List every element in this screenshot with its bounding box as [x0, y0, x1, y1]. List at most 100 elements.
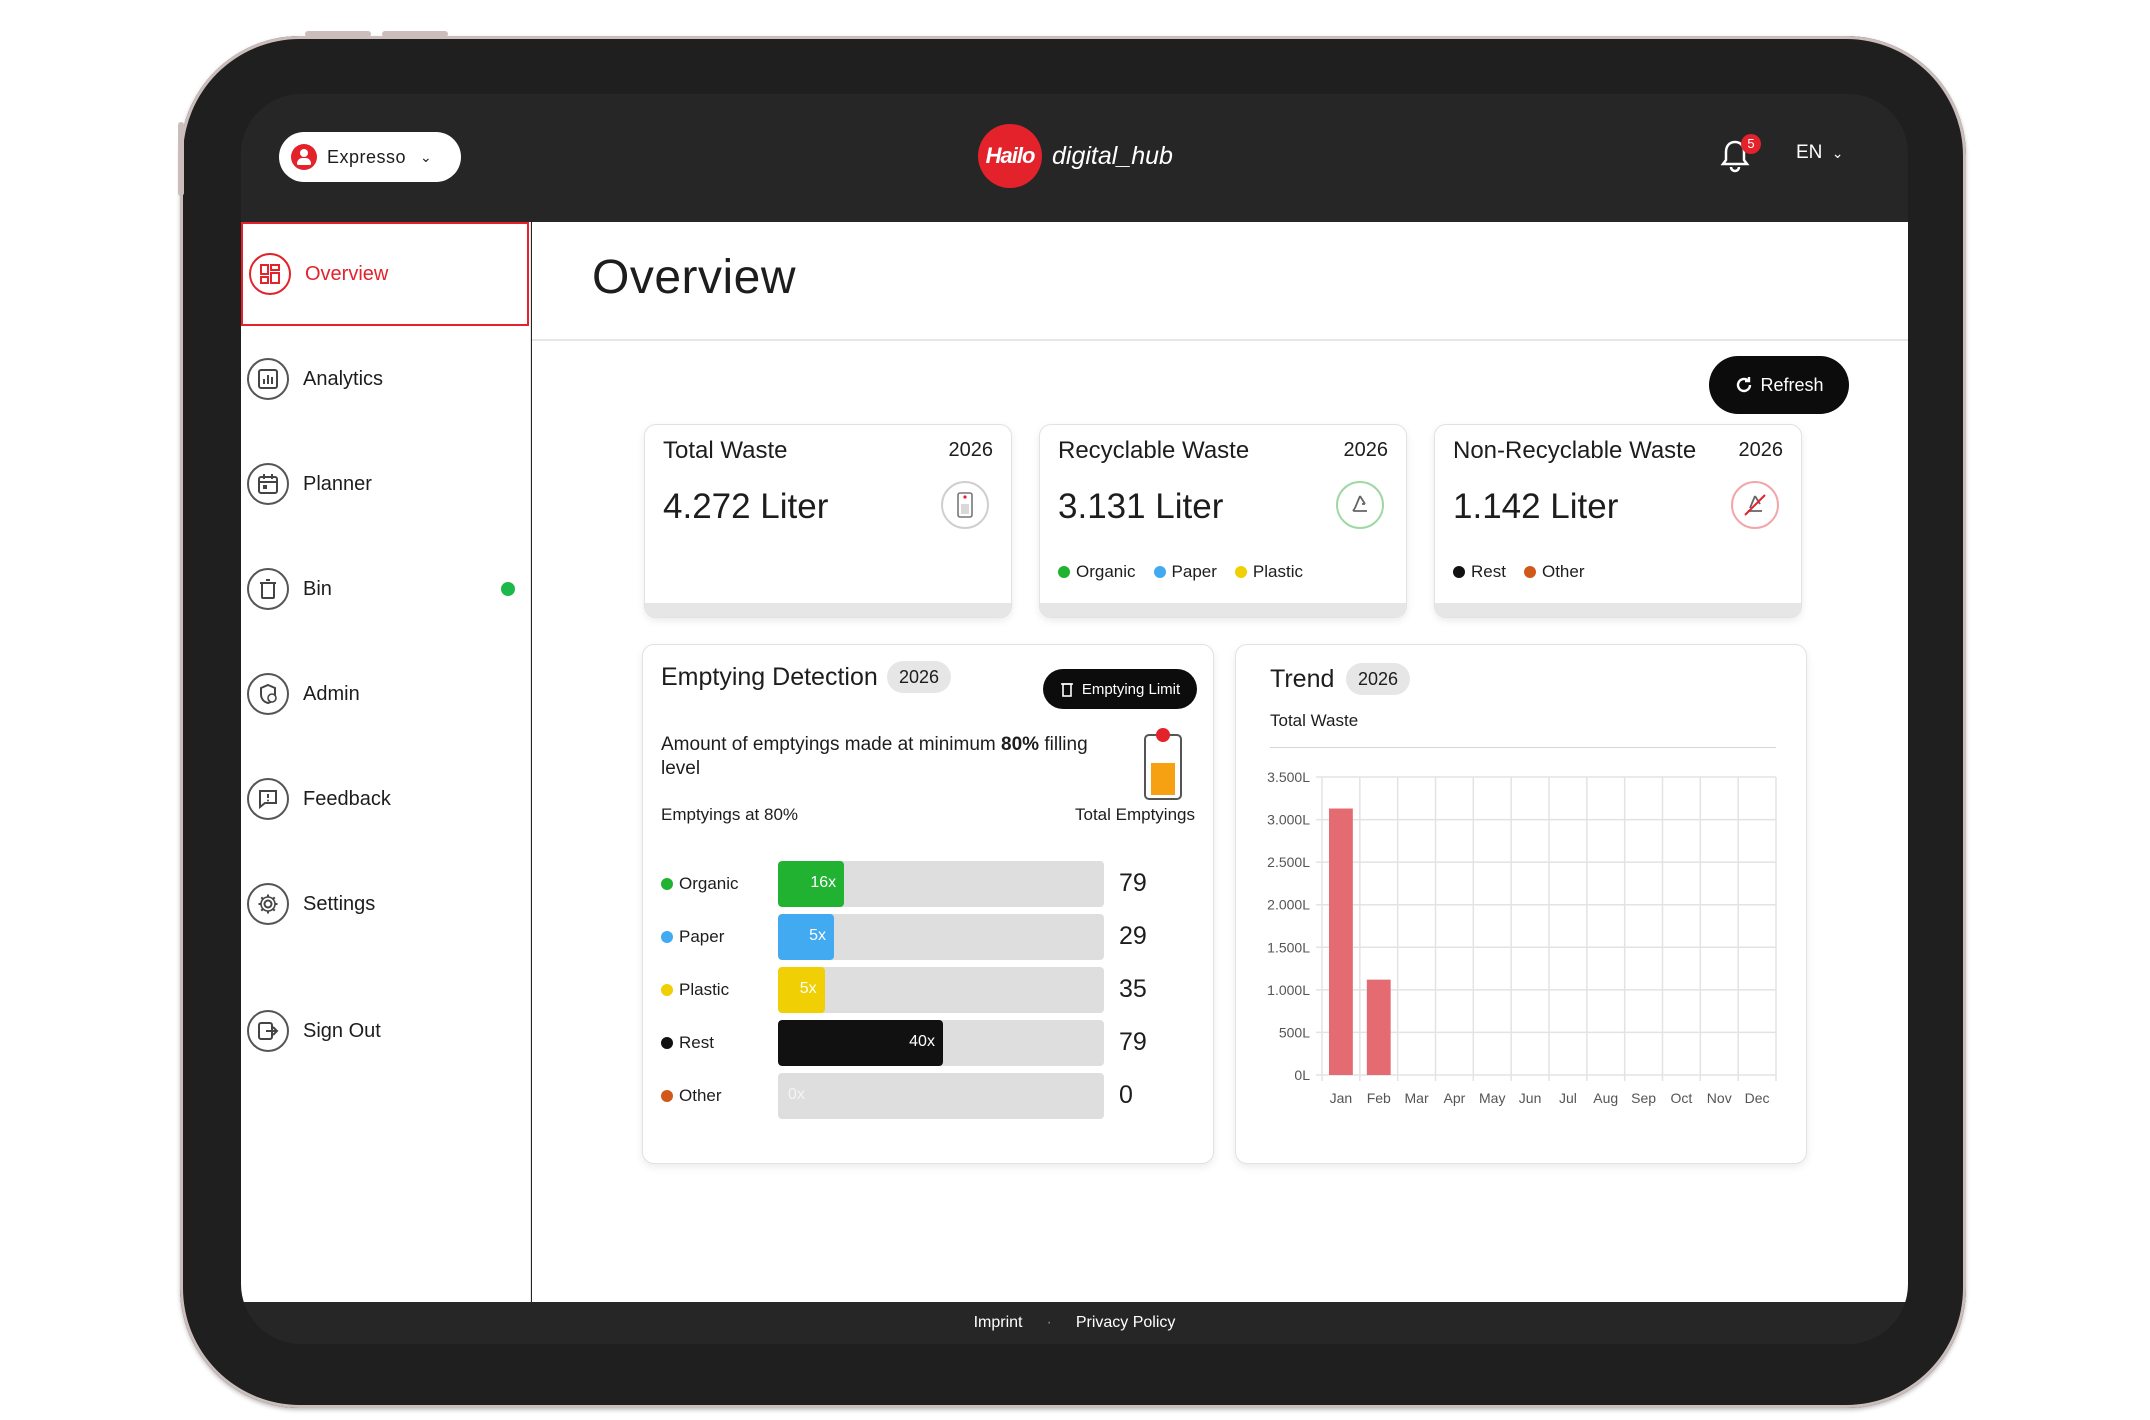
legend-dot — [661, 1037, 673, 1049]
legend-item: Paper — [1153, 562, 1217, 582]
row-label: Rest — [661, 1033, 714, 1053]
year-chip: 2026 — [1346, 663, 1411, 695]
x-tick-label: Oct — [1671, 1090, 1693, 1106]
device-button — [382, 31, 448, 37]
sidebar-item-label: Feedback — [303, 787, 391, 810]
emptying-row: Paper 5x 29 — [661, 914, 1181, 960]
sidebar-item-analytics[interactable]: Analytics — [241, 327, 531, 431]
legend-item: Organic — [1058, 562, 1136, 582]
sidebar-item-label: Sign Out — [303, 1019, 381, 1042]
description-text: filling level — [661, 734, 1088, 779]
bin-status-indicator — [501, 582, 515, 596]
bar-fill: 16x — [778, 861, 845, 907]
bin-fill-illustration — [1141, 727, 1185, 806]
y-tick-label: 500L — [1279, 1024, 1310, 1040]
bar-total: 0 — [1119, 1081, 1133, 1109]
legend-item: Plastic — [1234, 562, 1303, 582]
x-tick-label: May — [1479, 1090, 1505, 1106]
imprint-link[interactable]: Imprint — [973, 1314, 1023, 1331]
y-tick-label: 3.500L — [1267, 769, 1310, 785]
hailo-logo-mark: Hailo — [978, 124, 1042, 188]
chart-bar — [1366, 979, 1391, 1075]
language-selector[interactable]: EN ⌄ — [1796, 142, 1843, 164]
y-tick-label: 0L — [1294, 1067, 1310, 1083]
card-footer — [1435, 603, 1801, 617]
divider — [532, 339, 1908, 341]
x-tick-label: Feb — [1367, 1090, 1391, 1106]
legend-label: Plastic — [1252, 562, 1303, 581]
legend-dot — [661, 984, 673, 996]
y-tick-label: 1.000L — [1267, 982, 1310, 998]
x-tick-label: Aug — [1593, 1090, 1618, 1106]
emptying-limit-button[interactable]: Emptying Limit — [1043, 669, 1197, 709]
legend-label: Paper — [1171, 562, 1217, 581]
legend-dot — [661, 931, 673, 943]
sidebar-item-feedback[interactable]: Feedback — [241, 747, 531, 851]
notifications-button[interactable]: 5 — [1719, 134, 1761, 178]
feedback-icon — [247, 778, 289, 820]
refresh-label: Refresh — [1760, 374, 1824, 395]
legend-item: Other — [1523, 562, 1585, 582]
x-tick-label: Jun — [1519, 1090, 1542, 1106]
stat-card-total-waste: Total Waste 2026 4.272 Liter — [644, 424, 1012, 618]
user-icon — [291, 144, 317, 170]
row-label: Organic — [661, 874, 739, 894]
section-title: Emptying Detection — [661, 663, 878, 691]
legend-dot — [661, 1090, 673, 1102]
x-tick-label: Nov — [1707, 1090, 1732, 1106]
stat-value: 1.142 Liter — [1453, 487, 1619, 526]
trend-card: Trend 2026 Total Waste 0L 500L 1.000L 1.500… — [1235, 644, 1807, 1164]
refresh-icon — [1737, 377, 1752, 393]
chevron-down-icon: ⌄ — [420, 148, 433, 165]
sidebar-item-bin[interactable]: Bin — [241, 537, 531, 641]
row-label-text: Plastic — [679, 980, 730, 999]
stat-card-non-recyclable-waste: Non-Recyclable Waste 2026 1.142 Liter Re… — [1434, 424, 1802, 618]
account-selector[interactable]: Expresso ⌄ — [279, 132, 461, 182]
stat-title: Non-Recyclable Waste — [1453, 437, 1697, 464]
logo: Hailo digital_hub — [978, 124, 1173, 188]
x-tick-label: Jan — [1330, 1090, 1353, 1106]
app-screen: Expresso ⌄ Hailo digital_hub 5 EN ⌄ Over… — [241, 94, 1908, 1344]
dashboard-icon — [249, 253, 291, 295]
bar-track: 5x — [778, 967, 1104, 1013]
no-recycle-icon — [1731, 481, 1779, 529]
bar-track: 0x — [778, 1073, 1104, 1119]
sidebar-item-admin[interactable]: Admin — [241, 642, 531, 746]
legend-item: Rest — [1453, 562, 1506, 582]
bar-total: 29 — [1119, 922, 1147, 950]
bin-icon — [1060, 683, 1073, 697]
sidebar-item-planner[interactable]: Planner — [241, 432, 531, 536]
sidebar-item-settings[interactable]: Settings — [241, 852, 531, 956]
row-label-text: Rest — [679, 1033, 714, 1052]
top-bar: Expresso ⌄ Hailo digital_hub 5 EN ⌄ — [241, 94, 1908, 222]
row-label: Plastic — [661, 980, 729, 1000]
card-footer — [1040, 603, 1406, 617]
refresh-button[interactable]: Refresh — [1709, 356, 1849, 414]
sidebar-item-label: Planner — [303, 472, 372, 495]
bar-count-label: 5x — [809, 927, 827, 944]
x-tick-label: Dec — [1745, 1090, 1770, 1106]
stat-value: 4.272 Liter — [663, 487, 829, 526]
sidebar: Overview Analytics Planner Bin Ad — [241, 222, 531, 1302]
legend-dot — [661, 878, 673, 890]
y-tick-label: 3.000L — [1267, 812, 1310, 828]
x-tick-label: Sep — [1631, 1090, 1656, 1106]
column-header: Emptyings at 80% — [661, 805, 799, 824]
description-threshold: 80% — [1001, 734, 1040, 755]
sidebar-item-sign-out[interactable]: Sign Out — [241, 979, 531, 1083]
x-tick-label: Jul — [1559, 1090, 1577, 1106]
row-label-text: Other — [679, 1086, 722, 1105]
emptying-row: Other 0x 0 — [661, 1073, 1181, 1119]
y-tick-label: 2.000L — [1267, 897, 1310, 913]
emptying-limit-label: Emptying Limit — [1081, 680, 1181, 698]
privacy-policy-link[interactable]: Privacy Policy — [1075, 1314, 1176, 1331]
sidebar-item-overview[interactable]: Overview — [241, 222, 529, 326]
bar-fill: 40x — [778, 1020, 943, 1066]
language-label: EN — [1796, 142, 1823, 163]
legend-dot — [1234, 566, 1247, 578]
row-label: Paper — [661, 927, 724, 947]
bar-total: 79 — [1119, 869, 1147, 897]
admin-shield-icon — [247, 673, 289, 715]
emptying-row: Organic 16x 79 — [661, 861, 1181, 907]
legend-label: Rest — [1471, 562, 1506, 581]
